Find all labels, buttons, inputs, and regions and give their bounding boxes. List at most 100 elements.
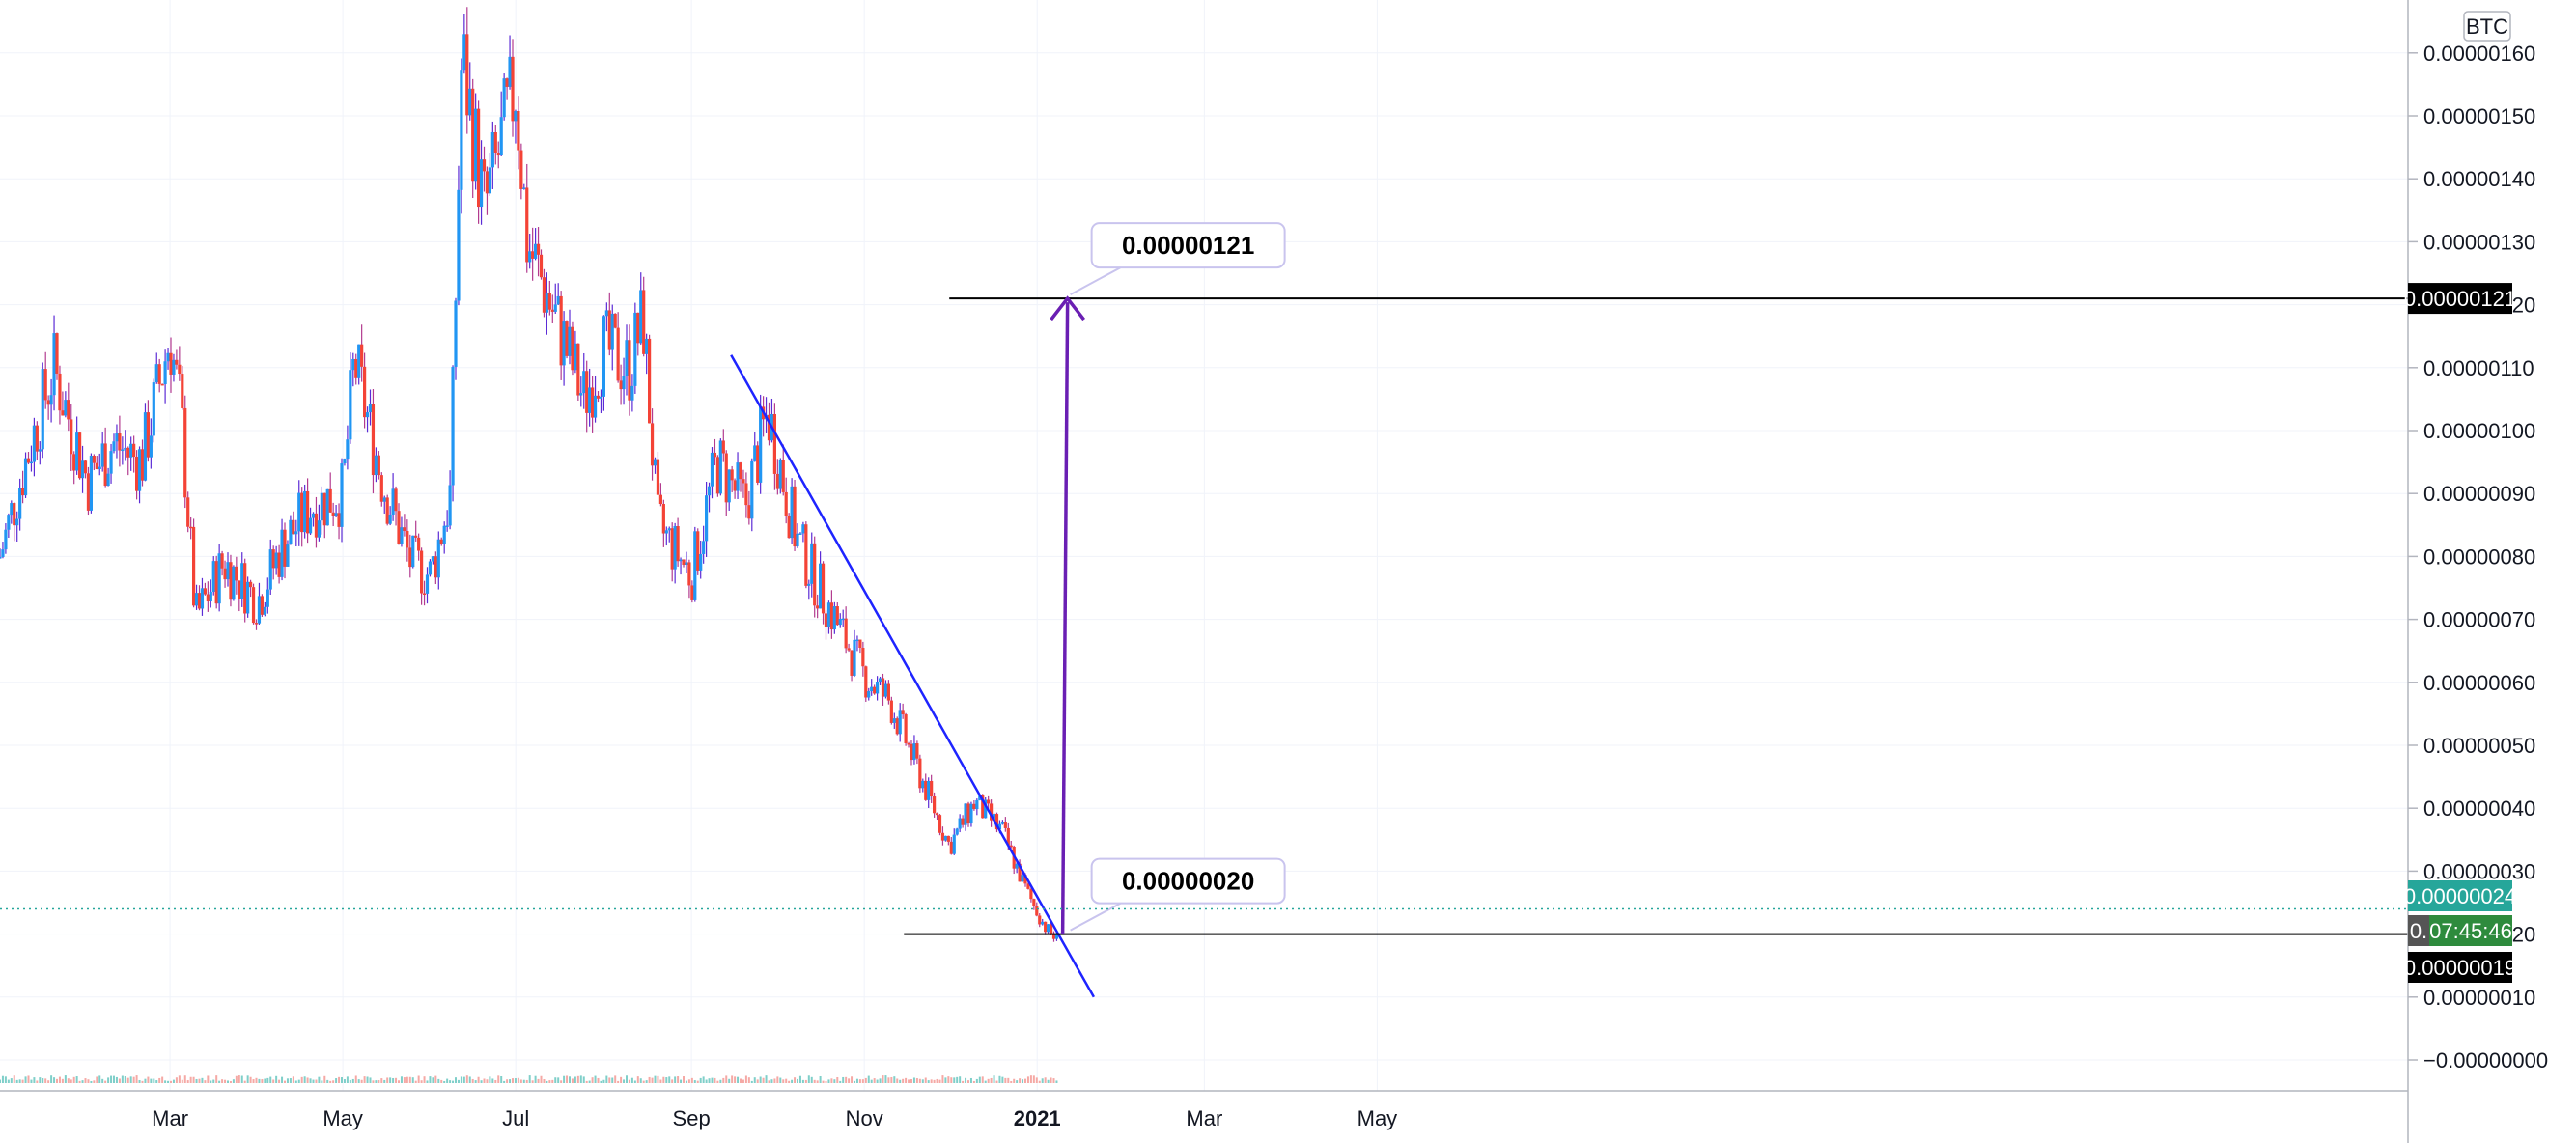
volume-bar	[677, 1076, 680, 1083]
volume-bar	[950, 1077, 953, 1083]
candle-body	[86, 473, 91, 511]
volume-bar	[779, 1077, 782, 1083]
volume-bar	[614, 1075, 617, 1083]
volume-bar	[303, 1076, 306, 1083]
candle-body	[756, 445, 760, 483]
candle-body	[676, 526, 680, 562]
candle-body	[129, 443, 133, 458]
candle-body	[300, 492, 304, 533]
volume-bar	[363, 1076, 366, 1083]
candle-body	[747, 505, 751, 519]
target-arrow[interactable]	[1060, 302, 1070, 934]
volume-bar	[1007, 1077, 1010, 1083]
candle-body	[975, 799, 979, 810]
candle-body	[235, 566, 238, 581]
volume-bar	[286, 1078, 289, 1083]
volume-bar	[995, 1080, 998, 1083]
y-tick-label: 0.00000090	[2423, 482, 2535, 506]
volume-bar	[744, 1075, 747, 1083]
y-tick-label: 0.00000040	[2423, 796, 2535, 821]
volume-bar	[836, 1076, 839, 1083]
volume-bar	[680, 1079, 683, 1083]
volume-bar	[645, 1080, 648, 1083]
volume-bar	[548, 1080, 551, 1083]
volume-bar	[383, 1079, 386, 1083]
volume-bar	[272, 1079, 275, 1083]
candle-body	[915, 743, 919, 759]
y-tick-label: 0.00000030	[2423, 859, 2535, 883]
volume-bar	[585, 1080, 588, 1083]
volume-bar	[462, 1076, 465, 1083]
price-tag: 0.00000024	[2404, 880, 2516, 911]
candle-body	[124, 447, 127, 450]
volume-bar	[690, 1077, 693, 1083]
volume-bar	[474, 1080, 477, 1083]
candle-body	[434, 556, 437, 578]
candle-body	[949, 841, 953, 854]
volume-bar	[1001, 1076, 1004, 1083]
downtrend-line[interactable]	[730, 354, 1095, 998]
candle-body	[1029, 888, 1033, 900]
volume-bar	[289, 1078, 292, 1083]
volume-bar	[243, 1080, 246, 1083]
volume-bar	[531, 1080, 534, 1083]
price-axis[interactable]: −0.000000000.000000100.000000200.0000003…	[2407, 0, 2548, 1143]
candle-body	[95, 462, 98, 469]
candle-body	[465, 34, 469, 116]
candle-body	[912, 743, 916, 761]
candle-body	[602, 316, 605, 397]
candle-body	[604, 310, 608, 317]
candle-body	[633, 312, 637, 386]
candle-body	[485, 171, 490, 194]
candle-body	[824, 613, 828, 627]
volume-bar	[659, 1079, 662, 1083]
callout-label: 0.00000121	[1122, 231, 1254, 260]
volume-bar	[321, 1080, 323, 1083]
price-callout[interactable]: 0.00000121	[1070, 222, 1286, 295]
volume-bar	[987, 1078, 990, 1083]
volume-bar	[953, 1077, 956, 1083]
candle-body	[826, 602, 831, 627]
volume-bar	[318, 1076, 321, 1083]
volume-bar	[921, 1079, 924, 1083]
candle-body	[997, 823, 1002, 830]
price-tag-label: 07:45:46	[2429, 919, 2512, 943]
candle-body	[474, 108, 478, 182]
candle-body	[314, 513, 319, 538]
y-tick-label: 0.00000140	[2423, 167, 2535, 191]
candle-body	[217, 553, 221, 604]
volume-bar	[1029, 1075, 1032, 1083]
candle-body	[713, 452, 717, 458]
volume-bar	[468, 1076, 471, 1083]
candle-body	[118, 433, 122, 451]
volume-bar	[642, 1080, 645, 1083]
candle-body	[351, 358, 355, 371]
volume-bar	[990, 1077, 993, 1083]
y-tick-label: 0.00000050	[2423, 734, 2535, 758]
currency-badge[interactable]: BTC	[2463, 11, 2511, 42]
time-axis[interactable]: Mar May Jul Sep Nov 2021 Mar May	[0, 1090, 2408, 1130]
candle-body	[813, 543, 817, 606]
price-callout[interactable]: 0.00000020	[1070, 857, 1286, 932]
volume-bar	[858, 1079, 861, 1083]
volume-bar	[33, 1077, 36, 1083]
volume-bar	[369, 1077, 372, 1083]
volume-bar	[540, 1075, 543, 1083]
volume-bar	[722, 1077, 725, 1083]
volume-bar	[153, 1078, 155, 1083]
volume-bar	[392, 1077, 395, 1083]
drawing-tools[interactable]: 0.00000121 0.00000020	[0, 222, 2408, 998]
volume-bar	[446, 1078, 449, 1083]
volume-bar	[915, 1078, 918, 1083]
volume-bar	[557, 1077, 560, 1083]
candle-body	[391, 488, 395, 515]
candle-body	[733, 480, 737, 491]
candle-body	[772, 413, 776, 474]
volume-bar	[449, 1080, 452, 1083]
volume-bar	[167, 1080, 170, 1083]
volume-bar	[810, 1076, 813, 1083]
candle-body	[203, 588, 207, 595]
candle-body	[1018, 863, 1022, 882]
volume-bar	[61, 1078, 64, 1083]
